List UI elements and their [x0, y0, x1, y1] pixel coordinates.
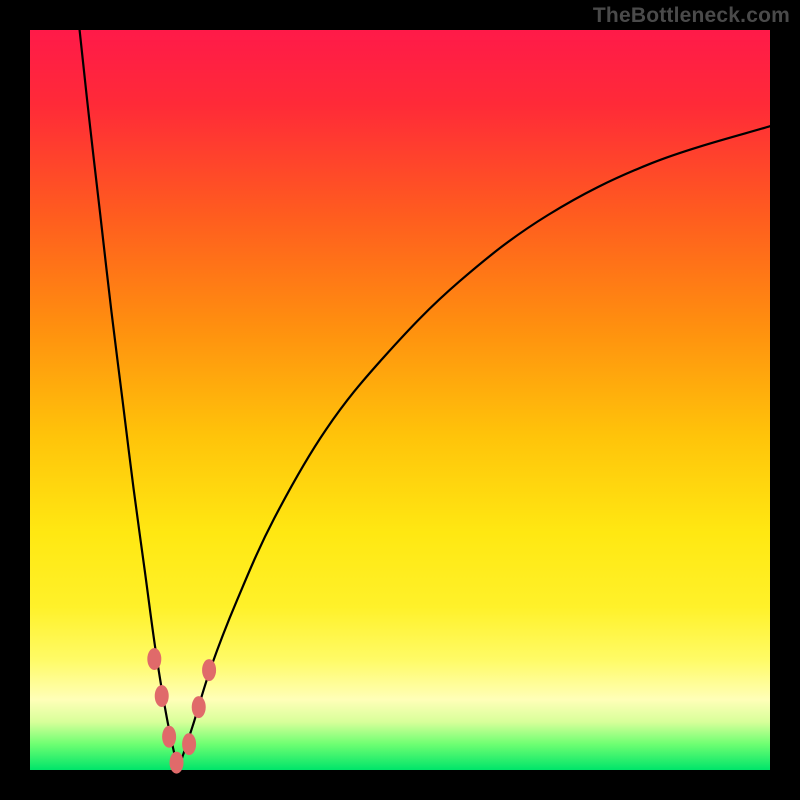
plot-gradient — [30, 30, 770, 770]
watermark-text: TheBottleneck.com — [593, 4, 790, 28]
pip-marker — [182, 733, 196, 755]
pip-marker — [192, 696, 206, 718]
pip-marker — [155, 685, 169, 707]
pip-marker — [202, 659, 216, 681]
pip-marker — [170, 752, 184, 774]
bottleneck-chart-svg — [0, 0, 800, 800]
chart-stage: TheBottleneck.com — [0, 0, 800, 800]
pip-marker — [162, 726, 176, 748]
pip-marker — [147, 648, 161, 670]
